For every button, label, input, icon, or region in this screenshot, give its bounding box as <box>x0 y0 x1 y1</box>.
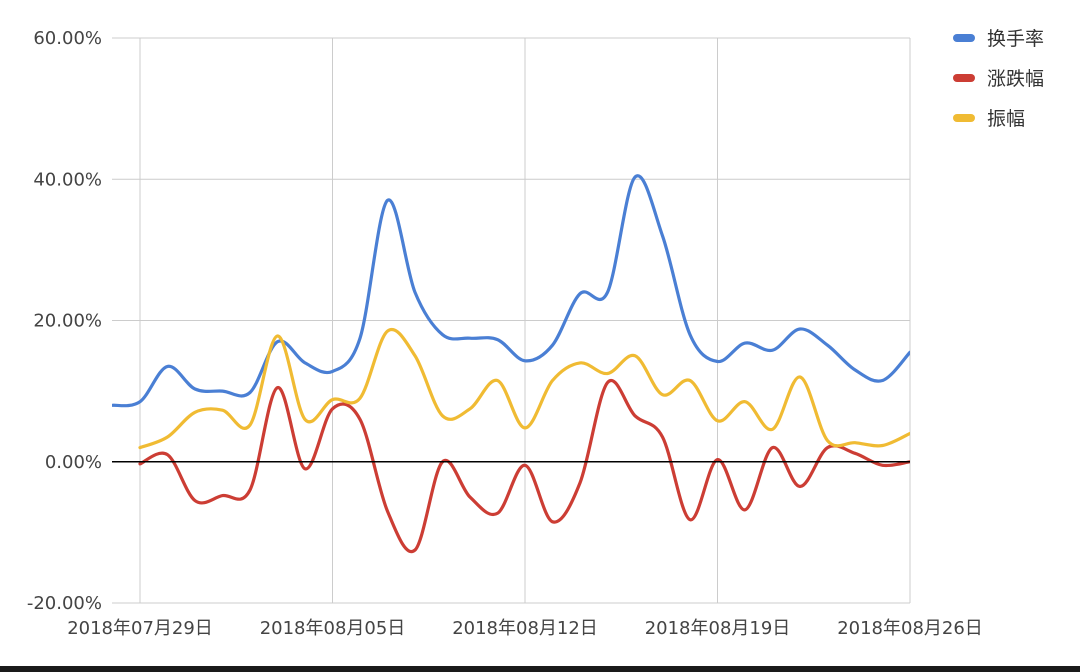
x-tick-label: 2018年07月29日 <box>67 618 213 639</box>
legend-swatch-2 <box>953 74 975 82</box>
legend-label-3: 振幅 <box>987 108 1025 130</box>
y-tick-label: 20.00% <box>33 311 102 332</box>
y-tick-label: 60.00% <box>33 28 102 49</box>
x-tick-label: 2018年08月05日 <box>260 618 406 639</box>
series-line-2 <box>138 378 910 554</box>
x-tick-label: 2018年08月19日 <box>645 618 791 639</box>
x-tick-label: 2018年08月12日 <box>452 618 598 639</box>
y-tick-label: -20.00% <box>27 593 102 614</box>
series-line-1 <box>112 174 910 408</box>
y-tick-label: 0.00% <box>45 452 102 473</box>
legend-swatch-3 <box>953 114 975 122</box>
legend-label-2: 涨跌幅 <box>987 68 1044 90</box>
x-tick-label: 2018年08月26日 <box>837 618 983 639</box>
y-tick-label: 40.00% <box>33 169 102 190</box>
series-group <box>112 174 910 554</box>
series-line-3 <box>138 327 910 450</box>
legend-swatch-1 <box>953 34 975 42</box>
bottom-edge-bar <box>0 666 1080 672</box>
legend-label-1: 换手率 <box>987 28 1044 50</box>
